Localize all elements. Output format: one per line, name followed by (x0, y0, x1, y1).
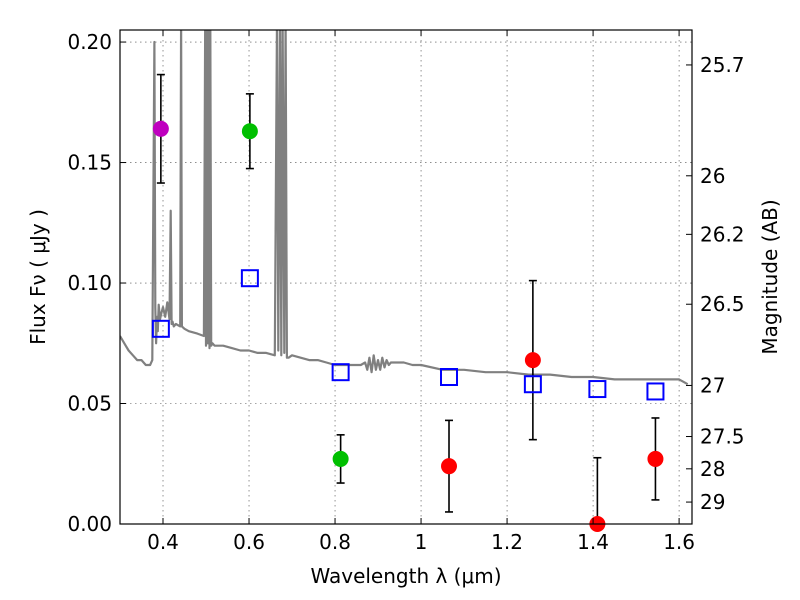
model-square-point (588, 380, 607, 399)
model-square-point (523, 375, 542, 394)
x-tick-label: 1.2 (491, 530, 523, 554)
flux-point (332, 450, 349, 467)
x-tick-label: 1 (415, 530, 428, 554)
flux-point (152, 120, 169, 137)
plot-frame (119, 29, 693, 525)
sed-spectrum-line (120, 30, 689, 386)
x-tick-label: 1.6 (663, 530, 695, 554)
spectrum-layer (120, 30, 689, 386)
flux-point (524, 352, 541, 369)
x-tick-label: 1.4 (577, 530, 609, 554)
x-axis-label: Wavelength λ (μm) (310, 564, 501, 588)
model-square-point (240, 269, 259, 288)
y2-tick-label: 26.2 (700, 222, 745, 246)
y2-tick-label: 26.5 (700, 292, 745, 316)
y2-tick-label: 27 (700, 373, 725, 397)
marker-layer (151, 73, 665, 532)
flux-point (241, 123, 258, 140)
y-axis-label: Flux Fν ( μJy ) (26, 209, 50, 345)
x-tick-label: 0.6 (233, 530, 265, 554)
y2-tick-label: 26 (700, 164, 725, 188)
y2-tick-label: 25.7 (700, 53, 745, 77)
flux-point (647, 450, 664, 467)
y-tick-label: 0.05 (67, 392, 112, 416)
model-square-point (331, 363, 350, 382)
model-square-point (646, 382, 665, 401)
model-square-point (151, 319, 170, 338)
y-tick-label: 0.10 (67, 271, 112, 295)
y-tick-label: 0.20 (67, 30, 112, 54)
model-square-point (440, 368, 459, 387)
y2-tick-label: 29 (700, 490, 725, 514)
y2-axis-label: Magnitude (AB) (758, 199, 782, 354)
y-tick-label: 0.00 (67, 512, 112, 536)
y2-tick-label: 27.5 (700, 425, 745, 449)
x-tick-label: 0.4 (147, 530, 179, 554)
tick-layer: 0.4 0.6 0.8 1 1.2 1.4 1.6 0.00 0.05 0.10 0.15 0.20 2… (67, 30, 745, 554)
y2-tick-label: 28 (700, 457, 725, 481)
flux-point (441, 458, 458, 475)
x-tick-label: 0.8 (319, 530, 351, 554)
y-tick-label: 0.15 (67, 151, 112, 175)
